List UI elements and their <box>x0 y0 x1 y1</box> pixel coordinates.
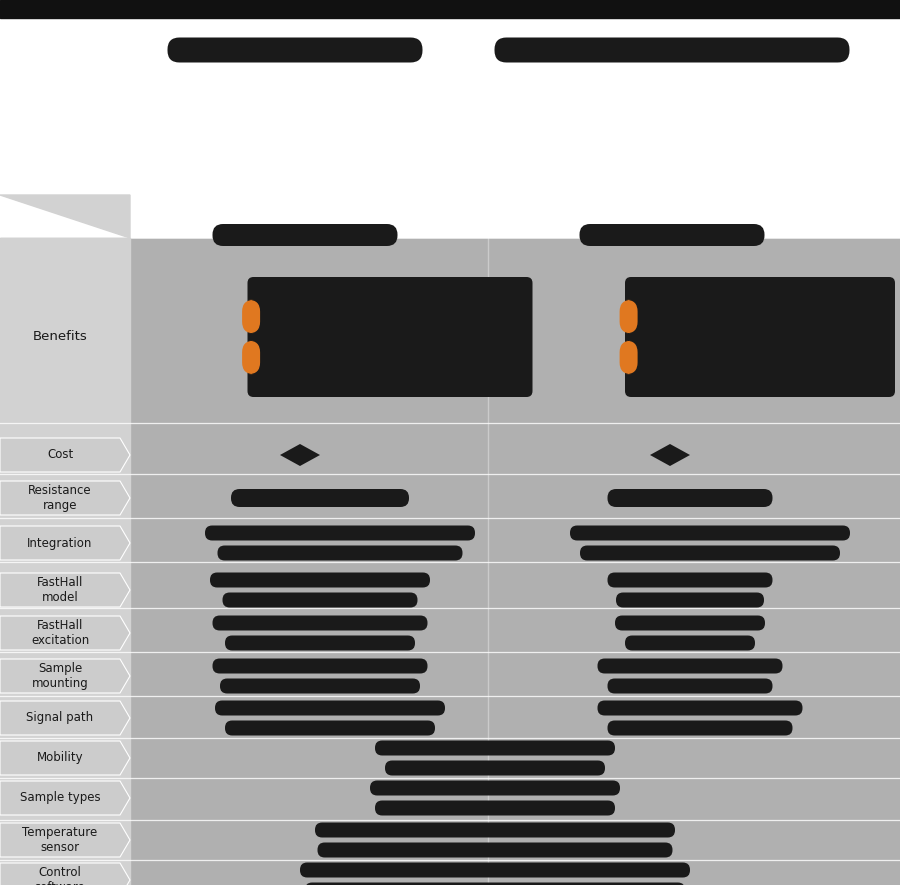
FancyBboxPatch shape <box>225 635 415 650</box>
Bar <box>0 0 900 18</box>
Polygon shape <box>0 616 130 650</box>
FancyBboxPatch shape <box>608 489 772 507</box>
FancyBboxPatch shape <box>385 760 605 775</box>
FancyBboxPatch shape <box>215 701 445 715</box>
FancyBboxPatch shape <box>619 300 637 334</box>
FancyBboxPatch shape <box>242 341 260 374</box>
Text: Control
software: Control software <box>34 866 86 885</box>
FancyBboxPatch shape <box>615 615 765 630</box>
FancyBboxPatch shape <box>218 545 463 560</box>
Bar <box>0 238 900 885</box>
Bar <box>0 238 130 885</box>
FancyBboxPatch shape <box>580 224 764 246</box>
Text: FastHall
excitation: FastHall excitation <box>31 620 89 647</box>
FancyBboxPatch shape <box>205 526 475 541</box>
FancyBboxPatch shape <box>300 863 690 878</box>
FancyBboxPatch shape <box>625 277 895 397</box>
Polygon shape <box>0 438 130 472</box>
Polygon shape <box>0 573 130 607</box>
Polygon shape <box>650 444 690 466</box>
Polygon shape <box>0 823 130 857</box>
Text: Integration: Integration <box>27 536 93 550</box>
FancyBboxPatch shape <box>318 843 672 858</box>
FancyBboxPatch shape <box>305 882 685 885</box>
FancyBboxPatch shape <box>248 277 533 397</box>
FancyBboxPatch shape <box>494 37 850 63</box>
FancyBboxPatch shape <box>212 615 428 630</box>
FancyBboxPatch shape <box>225 720 435 735</box>
Polygon shape <box>0 781 130 815</box>
FancyBboxPatch shape <box>212 658 428 673</box>
Polygon shape <box>0 195 130 238</box>
Polygon shape <box>0 863 130 885</box>
FancyBboxPatch shape <box>375 801 615 815</box>
FancyBboxPatch shape <box>210 573 430 588</box>
FancyBboxPatch shape <box>570 526 850 541</box>
Text: Sample
mounting: Sample mounting <box>32 662 88 689</box>
FancyBboxPatch shape <box>212 224 398 246</box>
Text: Sample types: Sample types <box>20 791 100 804</box>
FancyBboxPatch shape <box>222 592 418 607</box>
Polygon shape <box>0 0 900 238</box>
FancyBboxPatch shape <box>580 545 840 560</box>
FancyBboxPatch shape <box>598 701 803 715</box>
FancyBboxPatch shape <box>315 822 675 837</box>
Polygon shape <box>0 526 130 560</box>
FancyBboxPatch shape <box>619 341 637 374</box>
Polygon shape <box>280 444 320 466</box>
FancyBboxPatch shape <box>375 741 615 756</box>
FancyBboxPatch shape <box>598 658 782 673</box>
Text: FastHall
model: FastHall model <box>37 576 83 604</box>
FancyBboxPatch shape <box>231 489 409 507</box>
FancyBboxPatch shape <box>167 37 422 63</box>
Polygon shape <box>0 659 130 693</box>
Text: Mobility: Mobility <box>37 751 84 765</box>
FancyBboxPatch shape <box>616 592 764 607</box>
Text: Cost: Cost <box>47 449 73 461</box>
Polygon shape <box>0 701 130 735</box>
FancyBboxPatch shape <box>370 781 620 796</box>
Text: Temperature
sensor: Temperature sensor <box>22 827 97 854</box>
Text: Benefits: Benefits <box>32 330 87 343</box>
Text: Resistance
range: Resistance range <box>28 484 92 512</box>
Polygon shape <box>0 741 130 775</box>
FancyBboxPatch shape <box>608 720 793 735</box>
Polygon shape <box>0 481 130 515</box>
FancyBboxPatch shape <box>608 573 772 588</box>
FancyBboxPatch shape <box>242 300 260 334</box>
Text: Signal path: Signal path <box>26 712 94 725</box>
FancyBboxPatch shape <box>220 679 420 694</box>
FancyBboxPatch shape <box>625 635 755 650</box>
FancyBboxPatch shape <box>608 679 772 694</box>
